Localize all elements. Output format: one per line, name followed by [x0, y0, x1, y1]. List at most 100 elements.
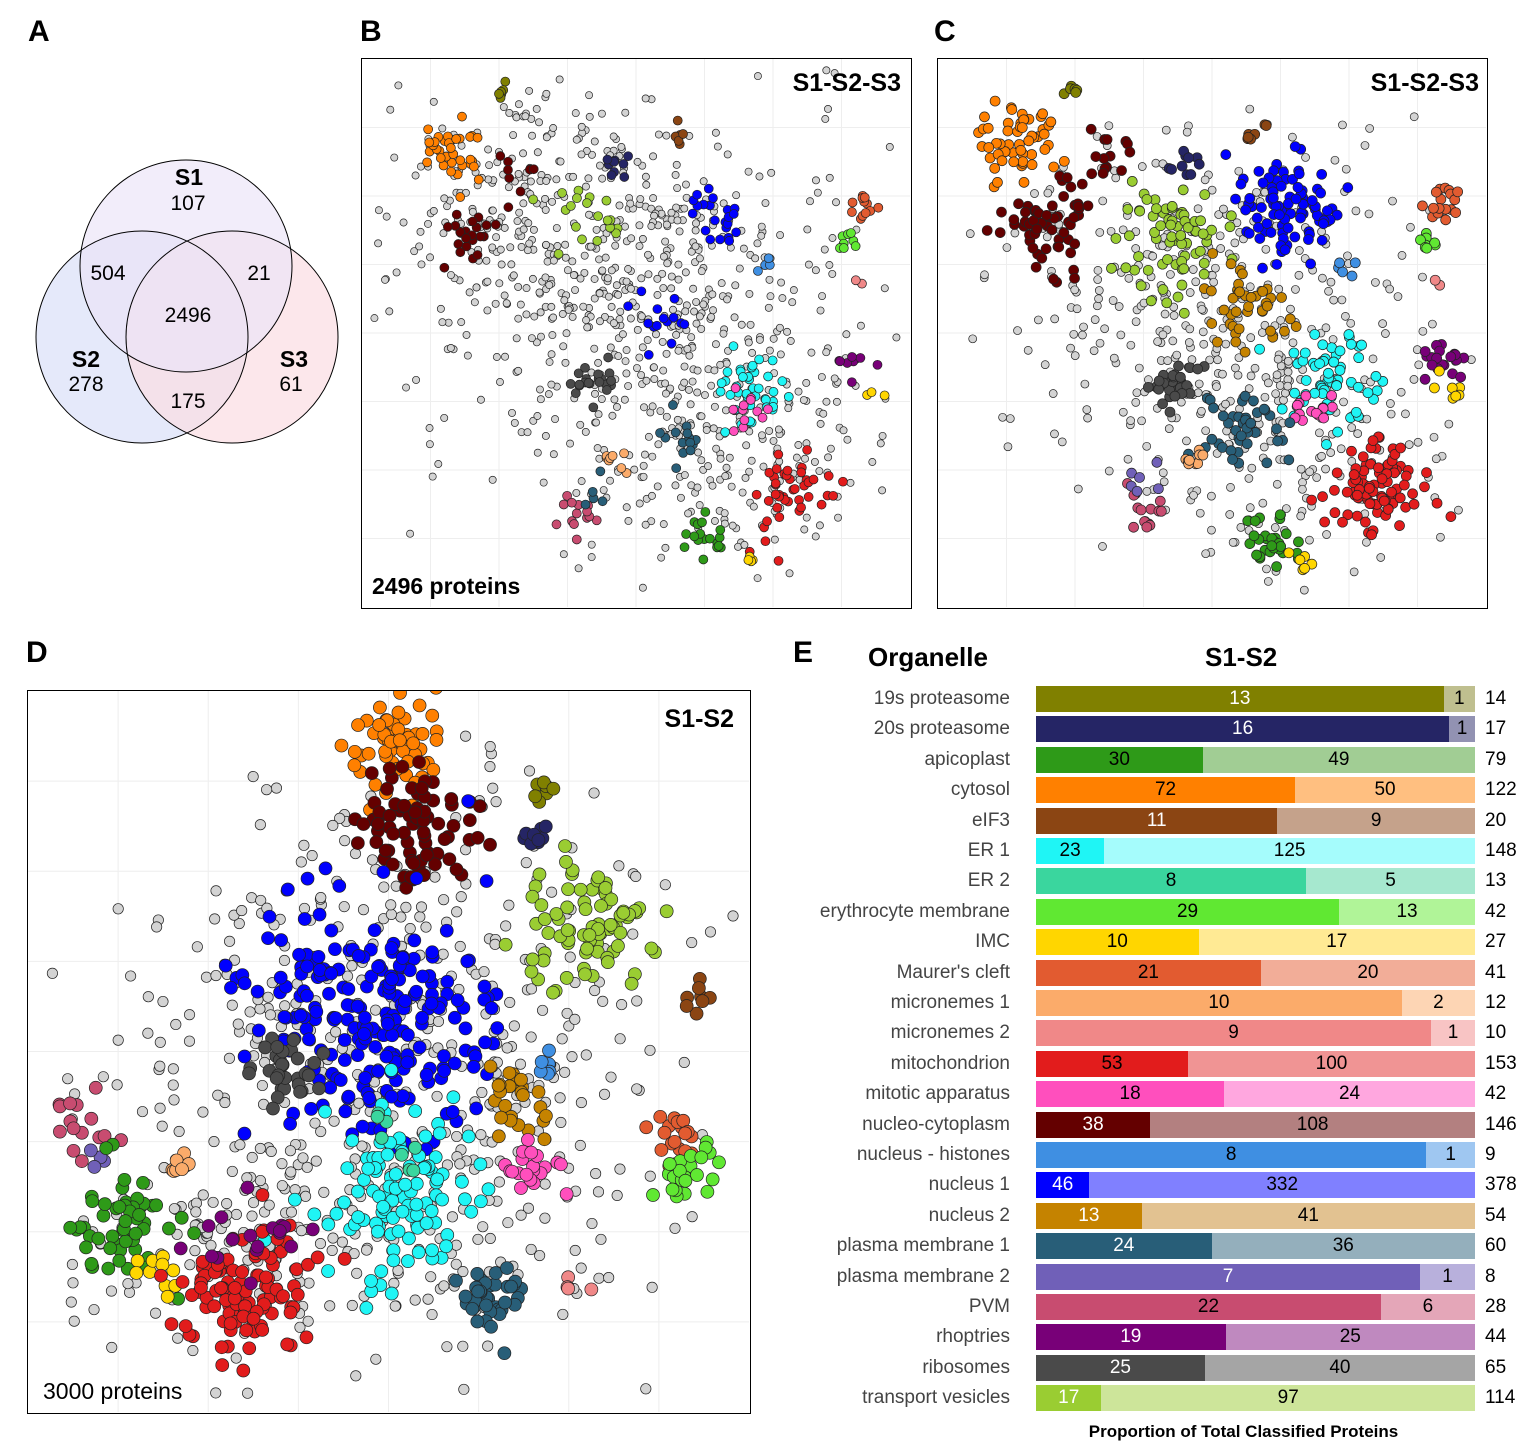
unclassified-protein-point — [1042, 232, 1052, 242]
protein-point-tv — [603, 917, 618, 932]
unclassified-protein-point — [476, 1086, 488, 1098]
unclassified-protein-point — [1030, 189, 1039, 198]
unclassified-protein-point — [583, 323, 592, 332]
protein-point-brown — [672, 115, 683, 126]
protein-point-rho — [855, 353, 866, 363]
bar-segment-other: 2 — [1401, 990, 1475, 1016]
protein-point-nuc2 — [1218, 304, 1230, 316]
unclassified-protein-point — [609, 132, 618, 141]
protein-point-nuc1 — [385, 1028, 399, 1043]
unclassified-protein-point — [1264, 378, 1273, 388]
unclassified-protein-point — [1207, 525, 1216, 535]
protein-point-orange — [1048, 161, 1060, 173]
unclassified-protein-point — [326, 1244, 338, 1257]
protein-point-tv — [1226, 210, 1237, 222]
unclassified-protein-point — [566, 439, 575, 448]
unclassified-protein-point — [557, 1308, 569, 1320]
protein-point-nc — [1069, 238, 1081, 250]
protein-point-cyan — [371, 1224, 385, 1239]
protein-point-nuc1 — [1305, 258, 1316, 270]
protein-point-orange — [1023, 135, 1035, 147]
unclassified-protein-point — [426, 253, 434, 262]
protein-point-pm1 — [1239, 390, 1251, 402]
protein-point-orange — [1017, 156, 1029, 167]
unclassified-protein-point — [650, 211, 659, 220]
protein-point-nc — [1101, 134, 1113, 145]
category-label: ER 2 — [967, 870, 1010, 892]
protein-point-brown — [679, 999, 694, 1013]
protein-point-nc — [1031, 223, 1043, 235]
unclassified-protein-point — [436, 304, 445, 313]
protein-point-mitot — [1292, 399, 1303, 411]
protein-point-nuc1 — [1251, 212, 1263, 224]
unclassified-protein-point — [585, 210, 593, 219]
unclassified-protein-point — [1324, 286, 1333, 296]
unclassified-protein-point — [562, 329, 571, 338]
unclassified-protein-point — [588, 787, 600, 799]
unclassified-protein-point — [648, 402, 657, 411]
unclassified-protein-point — [522, 284, 531, 293]
protein-point-cyan — [408, 1104, 423, 1118]
bar-segment-s1-s2: 46 — [1036, 1172, 1090, 1199]
unclassified-protein-point — [824, 105, 832, 113]
protein-point-nuc1 — [1265, 227, 1277, 238]
unclassified-protein-point — [555, 75, 564, 84]
protein-point-mito — [246, 1311, 261, 1326]
unclassified-protein-point — [671, 170, 680, 179]
unclassified-protein-point — [336, 1236, 348, 1248]
unclassified-protein-point — [1163, 356, 1172, 365]
protein-point-ery — [694, 1150, 709, 1165]
protein-point-nc — [446, 818, 461, 833]
bar-segment-other: 1 — [1449, 716, 1475, 743]
unclassified-protein-point — [603, 1272, 615, 1284]
total-label: 153 — [1485, 1052, 1517, 1074]
unclassified-protein-point — [301, 1161, 313, 1173]
total-label: 8 — [1485, 1265, 1496, 1287]
unclassified-protein-point — [209, 913, 221, 925]
protein-point-er2 — [394, 1147, 409, 1162]
unclassified-protein-point — [536, 385, 544, 394]
protein-point-tv — [591, 870, 606, 885]
plot-b-title: S1-S2-S3 — [792, 69, 901, 97]
unclassified-protein-point — [1226, 483, 1235, 492]
unclassified-protein-point — [699, 177, 708, 186]
unclassified-protein-point — [842, 330, 851, 339]
unclassified-protein-point — [488, 206, 497, 215]
protein-point-ery — [1415, 234, 1426, 246]
total-label: 378 — [1485, 1174, 1517, 1196]
protein-point-orange — [429, 733, 444, 747]
unclassified-protein-point — [1245, 104, 1255, 114]
protein-point-nuc2 — [1233, 323, 1245, 335]
total-label: 14 — [1485, 688, 1507, 709]
protein-point-maur — [847, 197, 858, 208]
unclassified-protein-point — [818, 292, 827, 300]
bar-segment-s1-s2: 11 — [1036, 807, 1278, 834]
unclassified-protein-point — [635, 499, 644, 508]
unclassified-protein-point — [539, 1178, 551, 1190]
protein-point-nc — [1061, 172, 1073, 184]
protein-point-orange — [435, 153, 446, 163]
unclassified-protein-point — [1272, 370, 1282, 380]
protein-point-tv — [1198, 268, 1210, 280]
protein-point-cyan — [738, 372, 748, 382]
protein-point-cyan — [1276, 403, 1288, 415]
protein-point-nuc2 — [1239, 346, 1251, 358]
protein-point-pm1 — [470, 1314, 485, 1329]
unclassified-protein-point — [525, 1243, 537, 1255]
protein-point-cyan — [340, 1161, 355, 1176]
protein-point-nc — [490, 219, 501, 230]
unclassified-protein-point — [356, 1140, 368, 1152]
total-label: 54 — [1485, 1204, 1507, 1226]
unclassified-protein-point — [544, 390, 553, 399]
unclassified-protein-point — [667, 272, 676, 281]
unclassified-protein-point — [761, 199, 770, 207]
unclassified-protein-point — [1092, 301, 1102, 311]
protein-point-nuc1 — [703, 183, 714, 194]
protein-point-nuc1 — [409, 871, 424, 886]
protein-point-tv — [601, 195, 612, 206]
unclassified-protein-point — [589, 985, 601, 997]
protein-point-mito — [194, 1280, 208, 1295]
unclassified-protein-point — [278, 954, 291, 967]
unclassified-protein-point — [1247, 463, 1257, 473]
unclassified-protein-point — [832, 198, 840, 207]
